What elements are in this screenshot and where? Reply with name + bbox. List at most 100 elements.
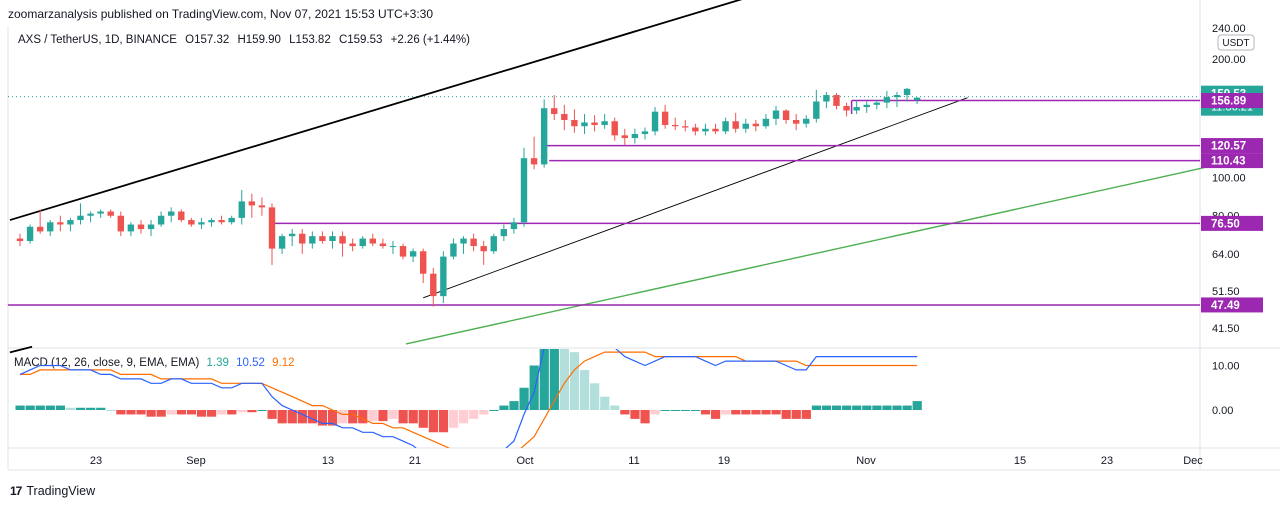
- candle-body: [420, 251, 427, 274]
- signal-value: 10.52: [236, 357, 265, 369]
- macd-histogram-bar: [207, 410, 217, 417]
- price-tick-label: 51.50: [1212, 286, 1240, 298]
- candle-body: [137, 224, 145, 230]
- candle-body: [500, 229, 508, 237]
- candle-body: [903, 88, 911, 96]
- currency-badge[interactable]: USDT: [1217, 34, 1255, 51]
- candle-body: [198, 222, 205, 225]
- candle-body: [631, 134, 639, 139]
- candle-body: [551, 108, 558, 115]
- macd-histogram-bar: [882, 405, 892, 410]
- candle-body: [238, 201, 245, 218]
- macd-plot: [15, 349, 922, 448]
- candle-body: [299, 233, 306, 244]
- price-label-box: [1201, 93, 1263, 109]
- candle-body: [258, 205, 266, 208]
- candle-body: [752, 123, 760, 127]
- macd-histogram-bar: [348, 410, 358, 424]
- candle-body: [792, 120, 800, 124]
- candle-body: [782, 110, 790, 121]
- macd-histogram-bar: [721, 410, 731, 415]
- time-tick-label: 15: [1014, 455, 1026, 467]
- macd-histogram-bar: [459, 410, 469, 424]
- candle-body: [722, 121, 729, 132]
- candle-body: [208, 220, 215, 223]
- price-tick-label: 41.50: [1212, 323, 1240, 335]
- candle-body: [470, 238, 477, 247]
- macd-histogram-bar: [126, 410, 136, 415]
- macd-histogram-bar: [811, 405, 822, 410]
- candle-body: [863, 104, 870, 108]
- candle-body: [399, 246, 407, 257]
- macd-histogram-bar: [317, 410, 328, 426]
- macd-histogram-bar: [902, 405, 912, 410]
- time-tick-label: Sep: [186, 455, 206, 467]
- green-trend-line: [405, 166, 1205, 345]
- time-tick-label: Oct: [516, 455, 533, 467]
- candle-body: [450, 243, 457, 257]
- macd-histogram-bar: [35, 405, 45, 410]
- macd-histogram-bar: [65, 407, 76, 410]
- upper-channel-stub: [9, 345, 33, 354]
- tradingview-logo-icon: 17: [10, 484, 22, 498]
- price-label-box: [1201, 297, 1263, 313]
- macd-histogram-bar: [307, 410, 318, 424]
- macd-histogram-bar: [25, 405, 35, 410]
- time-tick-label: Dec: [1183, 455, 1203, 467]
- symbol-name[interactable]: AXS / TetherUS, 1D, BINANCE: [18, 34, 177, 46]
- candle-body: [682, 126, 689, 128]
- rising-support-line: [423, 97, 968, 299]
- macd-histogram-bar: [196, 410, 207, 417]
- candle-body: [369, 238, 376, 244]
- time-tick-label: 13: [322, 455, 334, 467]
- candle-body: [228, 217, 235, 223]
- macd-histogram-bar: [711, 410, 721, 419]
- macd-histogram-bar: [186, 410, 197, 415]
- macd-histogram-bar: [217, 410, 227, 415]
- candle-body: [893, 95, 901, 98]
- candle-body: [168, 211, 175, 216]
- high-value: H159.90: [237, 34, 281, 46]
- macd-histogram-bar: [388, 410, 398, 419]
- candle-body: [218, 220, 225, 223]
- macd-tick-label: 0.00: [1212, 405, 1233, 417]
- macd-histogram-bar: [700, 410, 711, 415]
- candle-body: [520, 158, 528, 223]
- price-label-box: [1201, 138, 1263, 154]
- macd-histogram-bar: [670, 410, 680, 411]
- macd-histogram-bar: [821, 405, 832, 410]
- price-label-value: 120.57: [1211, 141, 1246, 153]
- candle-body: [732, 121, 739, 129]
- macd-histogram-bar: [892, 405, 902, 410]
- macd-histogram-bar: [509, 401, 519, 410]
- candle-body: [651, 111, 659, 132]
- macd-histogram-bar: [408, 410, 418, 424]
- macd-histogram-bar: [146, 410, 156, 417]
- macd-histogram-bar: [428, 410, 438, 433]
- candle-body: [672, 124, 679, 127]
- macd-line: [19, 349, 918, 448]
- macd-histogram-bar: [176, 410, 186, 415]
- candle-body: [843, 105, 850, 111]
- macd-histogram-bar: [852, 405, 862, 410]
- candle-body: [47, 222, 54, 232]
- candle-body: [702, 128, 709, 132]
- price-tick-label: 240.00: [1212, 23, 1246, 35]
- macd-histogram-bar: [801, 410, 811, 419]
- candle-body: [157, 215, 165, 225]
- macd-histogram-bar: [398, 410, 408, 424]
- price-label-box: [1201, 153, 1263, 169]
- candle-body: [248, 201, 256, 206]
- candle-body: [621, 135, 628, 139]
- macd-histogram-bar: [338, 410, 348, 424]
- macd-histogram-bar: [640, 410, 650, 424]
- symbol-legend: AXS / TetherUS, 1D, BINANCE O157.32 H159…: [18, 34, 475, 46]
- candle-body: [430, 273, 437, 297]
- candle-body: [803, 118, 810, 124]
- macd-histogram-bar: [277, 410, 287, 424]
- macd-histogram-bar: [479, 410, 489, 415]
- candle-body: [571, 120, 578, 127]
- macd-histogram-bar: [912, 401, 922, 410]
- macd-histogram-bar: [529, 365, 539, 410]
